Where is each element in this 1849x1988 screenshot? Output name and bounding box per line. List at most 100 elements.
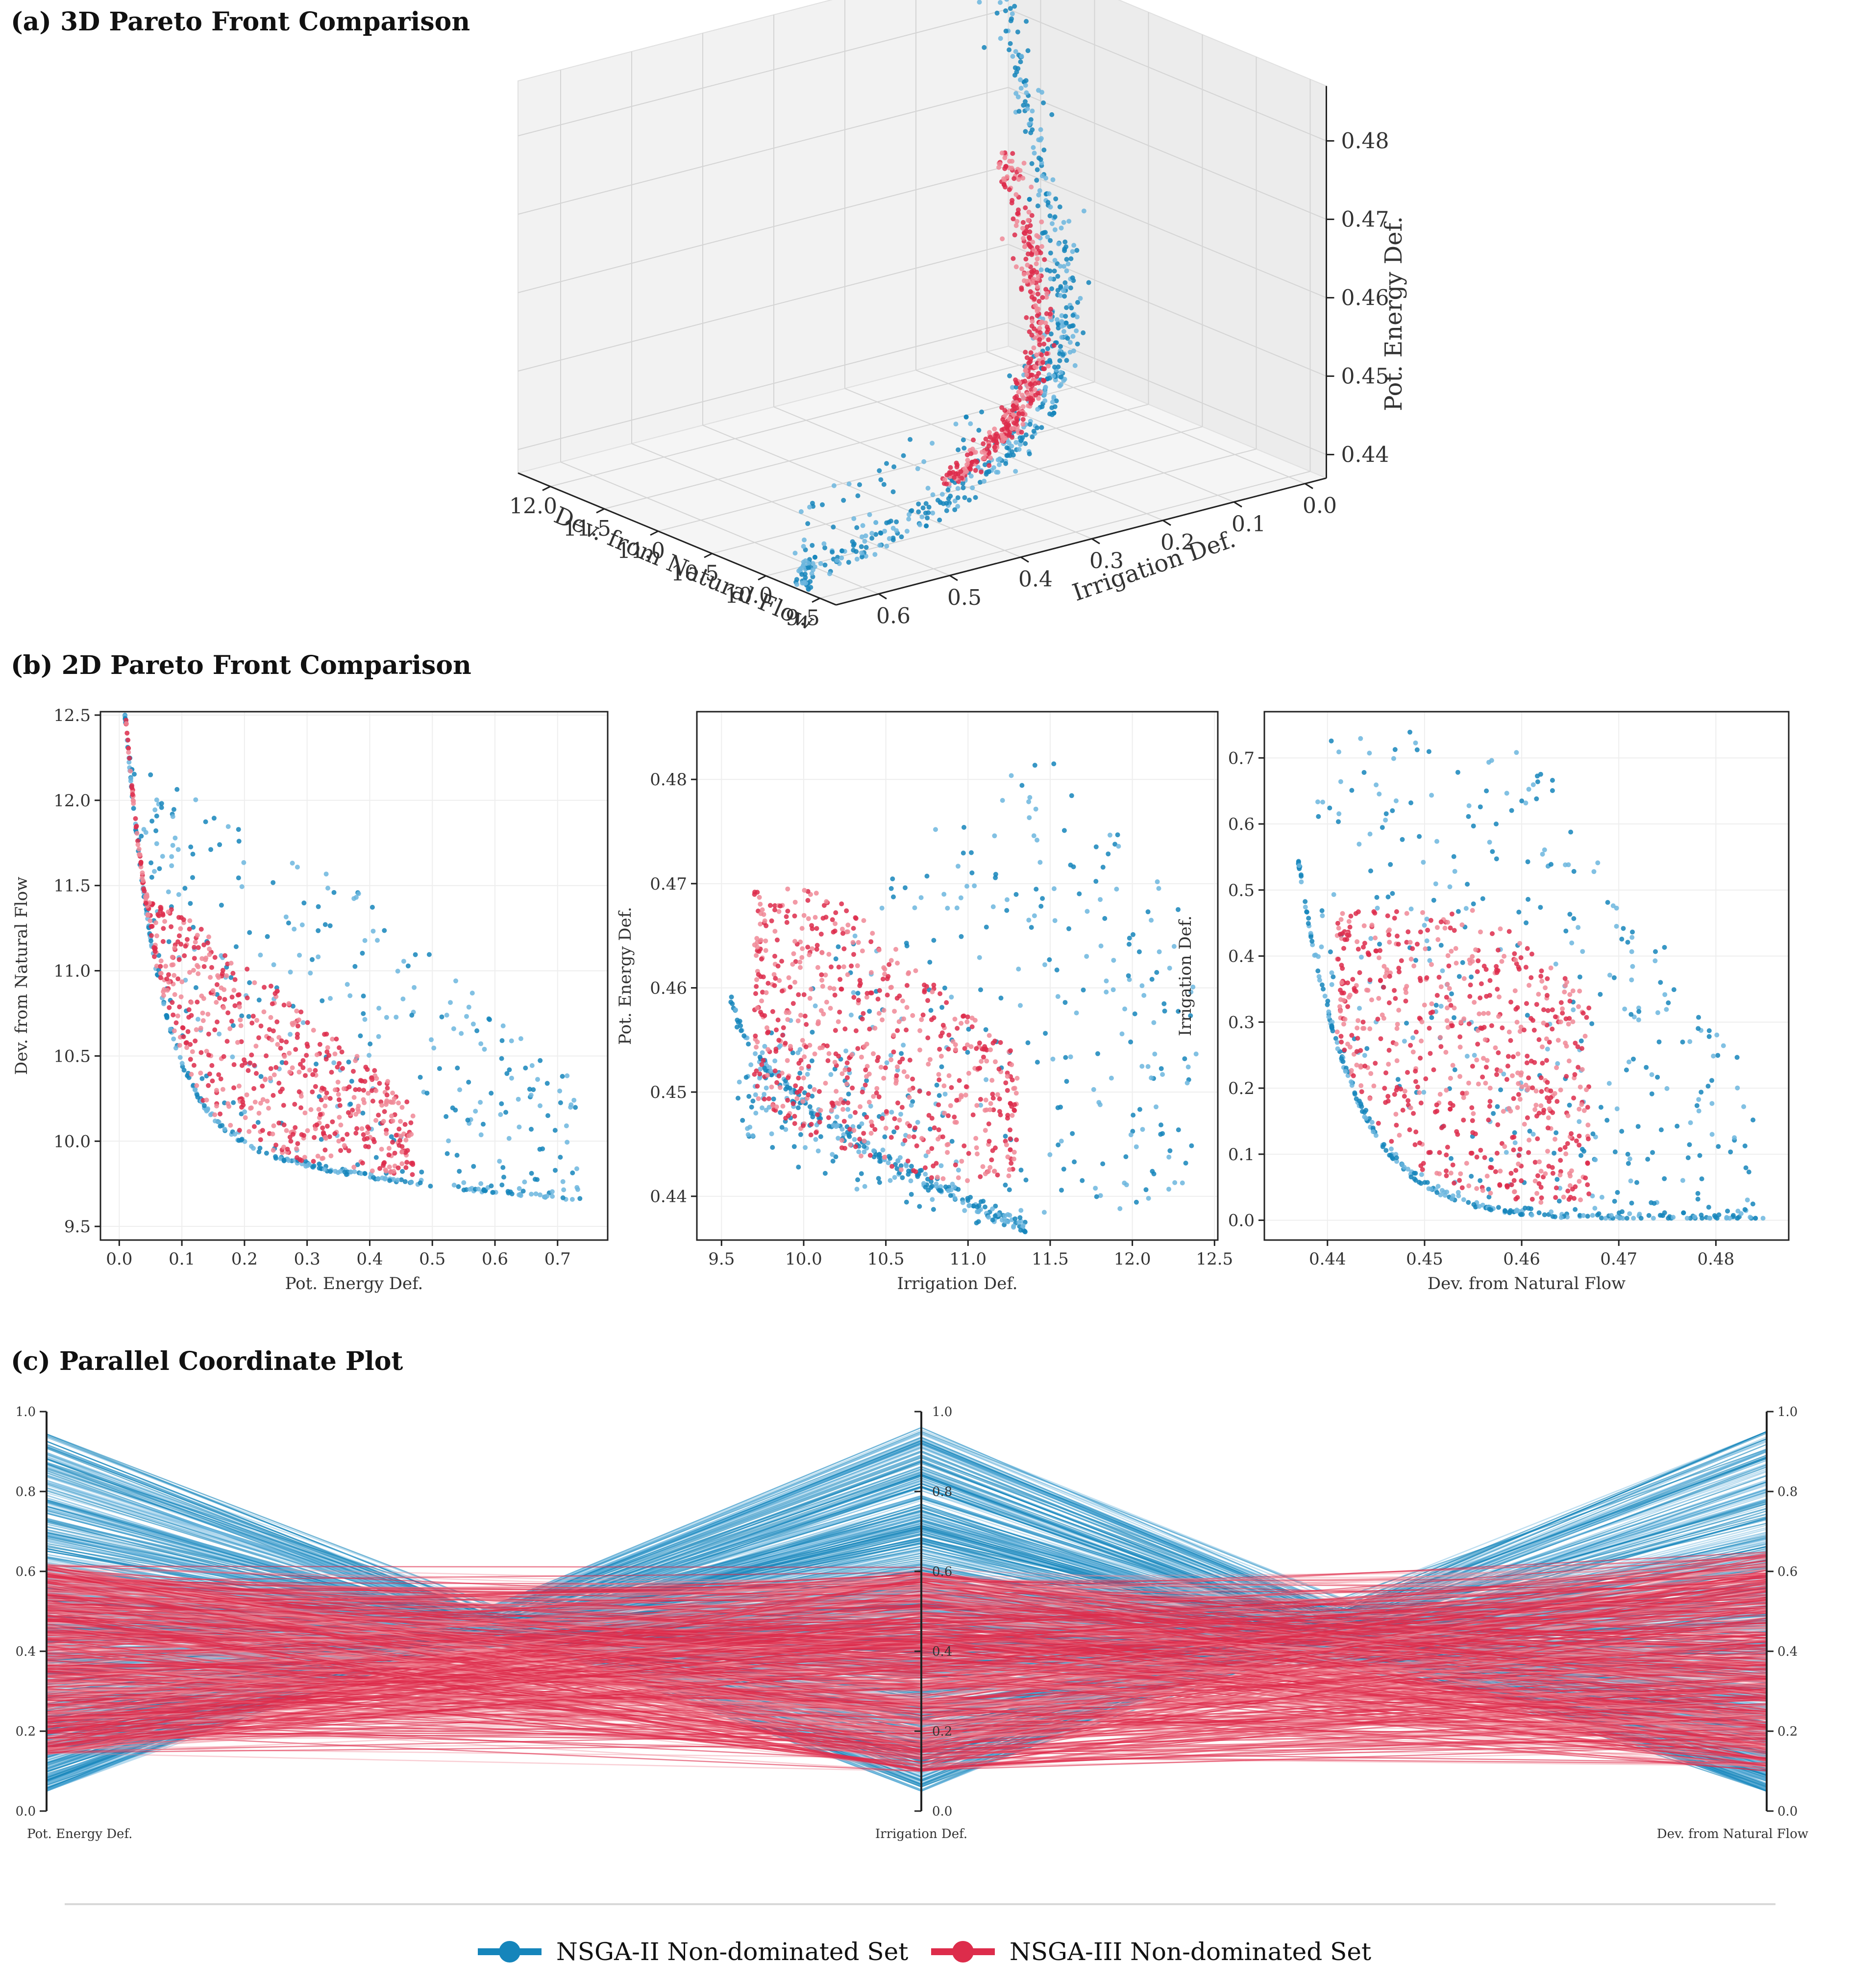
point-nsga3 — [1578, 1197, 1583, 1202]
point-nsga3 — [228, 961, 234, 966]
point-nsga3 — [1373, 935, 1378, 941]
point-nsga2 — [878, 1159, 883, 1164]
point-nsga3 — [354, 1054, 360, 1059]
point-nsga3 — [898, 1167, 904, 1172]
point-nsga3 — [281, 1103, 286, 1108]
grid-line-3d — [518, 8, 1009, 137]
point-nsga3 — [135, 838, 140, 844]
point-nsga3 — [1538, 1185, 1544, 1190]
point-nsga3 — [1341, 1021, 1346, 1027]
point-nsga2 — [1139, 1064, 1145, 1069]
point-nsga3 — [753, 1033, 758, 1039]
point-nsga3 — [1434, 1102, 1439, 1108]
point-nsga3 — [792, 913, 797, 919]
point-nsga2 — [867, 1009, 872, 1014]
point-nsga3 — [979, 469, 984, 474]
point-nsga3 — [1489, 1023, 1494, 1028]
point-nsga3 — [991, 1107, 996, 1113]
point-nsga2 — [1034, 887, 1039, 892]
point-nsga3 — [1413, 1129, 1419, 1135]
point-nsga3 — [1547, 1106, 1552, 1112]
point-nsga3 — [189, 1000, 194, 1005]
point-nsga2 — [969, 870, 975, 875]
point-nsga3 — [1029, 387, 1034, 393]
point-nsga3 — [281, 1122, 287, 1127]
point-nsga3 — [1382, 1086, 1387, 1091]
point-nsga3 — [913, 1169, 918, 1174]
point-nsga3 — [876, 1094, 882, 1099]
point-nsga2 — [190, 875, 195, 880]
point-nsga3 — [1023, 256, 1029, 262]
point-nsga2 — [362, 1171, 368, 1176]
point-nsga2 — [230, 1054, 235, 1060]
point-nsga3 — [765, 1029, 771, 1035]
point-nsga3 — [1448, 1003, 1454, 1008]
point-nsga3 — [1448, 1170, 1454, 1176]
grid-line-3d — [702, 424, 1021, 558]
point-nsga2 — [1043, 230, 1048, 235]
point-nsga2 — [1149, 1075, 1154, 1081]
point-nsga3 — [986, 451, 992, 456]
point-nsga2 — [1638, 1216, 1644, 1221]
point-nsga2 — [1025, 106, 1030, 111]
point-nsga3 — [160, 939, 166, 944]
point-nsga2 — [1320, 799, 1326, 805]
point-nsga3 — [287, 1069, 293, 1075]
point-nsga3 — [987, 435, 993, 440]
point-nsga3 — [754, 984, 759, 989]
point-nsga2 — [1741, 1104, 1747, 1109]
point-nsga3 — [1573, 1184, 1578, 1190]
point-nsga2 — [1048, 276, 1053, 281]
point-nsga3 — [152, 949, 158, 954]
y-tick-label: 11.0 — [53, 962, 91, 981]
point-nsga3 — [988, 1101, 993, 1106]
point-nsga2 — [1046, 191, 1052, 197]
point-nsga2 — [1629, 1200, 1634, 1206]
point-nsga2 — [1629, 935, 1635, 940]
point-nsga3 — [1351, 1073, 1356, 1078]
point-nsga2 — [1336, 811, 1342, 817]
point-nsga3 — [307, 1068, 312, 1073]
point-nsga3 — [1012, 1086, 1017, 1091]
point-nsga3 — [1532, 1060, 1537, 1065]
point-nsga2 — [1610, 903, 1616, 908]
point-nsga2 — [1299, 879, 1304, 885]
point-nsga2 — [1655, 1010, 1660, 1016]
point-nsga3 — [968, 451, 974, 456]
point-nsga2 — [570, 1170, 575, 1175]
point-nsga3 — [236, 992, 242, 997]
point-nsga3 — [1027, 236, 1033, 241]
point-nsga3 — [391, 1168, 396, 1174]
point-nsga3 — [1525, 1053, 1530, 1059]
point-nsga3 — [1359, 1089, 1364, 1094]
point-nsga2 — [1149, 918, 1154, 923]
point-nsga3 — [864, 1074, 869, 1079]
point-nsga2 — [894, 519, 899, 524]
point-nsga3 — [1041, 342, 1047, 347]
point-nsga3 — [293, 1125, 298, 1130]
point-nsga3 — [1445, 1005, 1450, 1011]
point-nsga2 — [962, 495, 967, 500]
x-tick-label: 0.4 — [356, 1249, 383, 1269]
point-nsga2 — [349, 1079, 354, 1084]
point-nsga2 — [1393, 798, 1399, 803]
point-nsga2 — [517, 1192, 521, 1197]
point-nsga2 — [961, 825, 966, 830]
point-nsga2 — [478, 1100, 483, 1105]
point-nsga3 — [354, 1126, 360, 1131]
point-nsga3 — [853, 1110, 858, 1115]
point-nsga2 — [1363, 1108, 1369, 1113]
point-nsga2 — [409, 1013, 415, 1018]
point-nsga3 — [1554, 1099, 1560, 1104]
y-axis-label: Pot. Energy Def. — [616, 907, 635, 1045]
point-nsga3 — [1517, 1029, 1523, 1034]
point-nsga2 — [1745, 1197, 1750, 1203]
point-nsga3 — [946, 1046, 951, 1052]
point-nsga3 — [1358, 1083, 1364, 1088]
point-nsga2 — [1760, 1216, 1766, 1221]
point-nsga3 — [906, 970, 912, 975]
point-nsga3 — [1384, 970, 1389, 975]
point-nsga3 — [804, 1022, 809, 1027]
point-nsga2 — [258, 1074, 264, 1079]
